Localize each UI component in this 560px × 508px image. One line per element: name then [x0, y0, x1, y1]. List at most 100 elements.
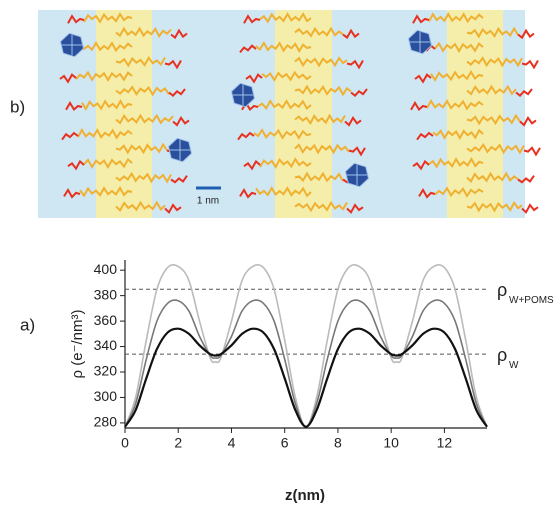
- lipid-tail: [430, 70, 484, 82]
- x-tick-label: 4: [228, 435, 236, 451]
- lipid-tail: [434, 186, 484, 198]
- x-axis-label: z(nm): [285, 487, 325, 504]
- lipid-head: [523, 146, 541, 157]
- lipid-head: [61, 131, 79, 141]
- y-tick-label: 360: [94, 312, 118, 328]
- lipid-head: [67, 159, 85, 171]
- lipid-head: [168, 88, 186, 97]
- lipid-head: [243, 14, 261, 24]
- reference-subscript: W: [509, 360, 519, 371]
- lipid-head: [239, 44, 257, 54]
- lipid-head: [350, 88, 368, 97]
- lipid-tail: [115, 85, 170, 97]
- reference-subscript: W+POMS: [509, 295, 554, 306]
- lipid-tail: [79, 41, 133, 53]
- lipid-tail: [294, 143, 350, 155]
- lipid-tail: [77, 127, 133, 140]
- lipid-tail: [466, 142, 525, 155]
- x-tick-label: 12: [437, 435, 453, 451]
- x-tick-label: 0: [121, 435, 129, 451]
- y-tick-label: 340: [94, 337, 118, 353]
- polyoxometalate-edge: [170, 140, 190, 160]
- lipid-head: [412, 14, 430, 24]
- lipid-tail: [81, 99, 133, 111]
- lipid-tail: [466, 56, 523, 68]
- lipid-head: [63, 188, 81, 199]
- lipid-head: [245, 73, 263, 84]
- lipid-tail: [75, 70, 133, 82]
- lipid-tail: [432, 128, 484, 141]
- lipid-head: [519, 115, 537, 127]
- density-curve: [124, 299, 488, 428]
- y-tick-label: 380: [94, 286, 118, 302]
- lipid-tail: [294, 26, 344, 38]
- lipid-head: [346, 203, 364, 214]
- panel-label: a): [20, 315, 35, 334]
- lipid-head: [170, 28, 188, 40]
- x-tick-label: 8: [334, 435, 342, 451]
- bilayer-core: [447, 10, 503, 218]
- lipid-head: [414, 73, 432, 84]
- lipid-tail: [255, 186, 312, 198]
- lipid-head: [344, 115, 362, 127]
- lipid-head: [410, 101, 428, 112]
- lipid-tail: [115, 142, 168, 155]
- lipid-head: [172, 115, 190, 127]
- x-tick-label: 2: [174, 435, 182, 451]
- lipid-tail: [466, 113, 521, 126]
- lipid-head: [65, 101, 83, 112]
- lipid-tail: [255, 41, 312, 53]
- lipid-tail: [115, 26, 172, 38]
- panel-label: b): [10, 97, 25, 116]
- lipid-tail: [115, 113, 174, 125]
- lipid-head: [517, 28, 535, 40]
- scale-label: 1 nm: [197, 196, 219, 207]
- reference-label: ρ: [497, 280, 507, 300]
- lipid-tail: [83, 12, 133, 24]
- lipid-tail: [434, 41, 484, 53]
- lipid-head: [521, 203, 539, 214]
- polyoxometalate-edge: [62, 35, 82, 55]
- y-tick-label: 300: [94, 388, 118, 404]
- lipid-tail: [428, 11, 484, 24]
- y-tick-label: 400: [94, 261, 118, 277]
- lipid-head: [412, 159, 430, 171]
- lipid-head: [348, 146, 366, 157]
- lipid-tail: [253, 128, 312, 140]
- lipid-head: [346, 59, 364, 70]
- lipid-tail: [294, 84, 352, 97]
- x-tick-label: 10: [383, 435, 399, 451]
- lipid-tail: [79, 186, 133, 198]
- reference-label: ρ: [497, 345, 507, 365]
- lipid-head: [164, 59, 182, 70]
- lipid-tail: [115, 200, 166, 212]
- lipid-head: [416, 131, 434, 141]
- lipid-tail: [294, 171, 344, 183]
- density-curve: [124, 327, 488, 428]
- lipid-tail: [466, 171, 519, 183]
- lipid-head: [521, 59, 539, 70]
- lipid-head: [342, 28, 360, 40]
- y-tick-label: 280: [94, 414, 118, 430]
- lipid-head: [418, 188, 436, 199]
- polyoxometalate-edge: [233, 85, 253, 105]
- lipid-tail: [294, 113, 346, 126]
- molecules: [59, 11, 541, 214]
- lipid-head: [517, 175, 535, 184]
- lipid-tail: [115, 171, 172, 184]
- lipid-tail: [261, 70, 312, 82]
- lipid-tail: [294, 56, 348, 68]
- bilayer-core: [275, 10, 332, 218]
- lipid-head: [515, 88, 533, 97]
- lipid-head: [170, 175, 188, 184]
- lipid-tail: [83, 157, 133, 169]
- polyoxometalate-edge: [347, 165, 367, 185]
- lipid-head: [239, 188, 257, 199]
- density-curve: [124, 263, 488, 428]
- polyoxometalate-edge: [410, 32, 430, 52]
- lipid-head: [164, 203, 182, 214]
- lipid-tail: [466, 26, 519, 39]
- lipid-tail: [466, 201, 523, 213]
